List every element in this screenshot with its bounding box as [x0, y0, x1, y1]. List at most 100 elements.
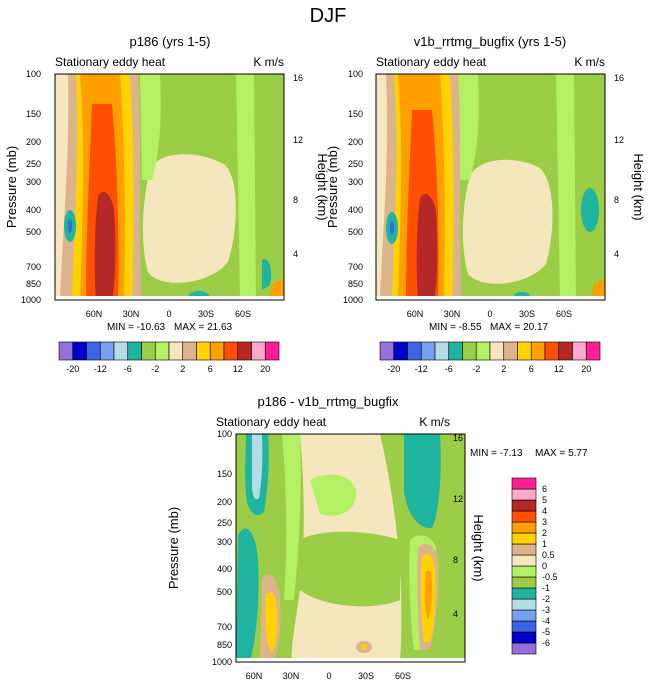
colorbar-swatch [462, 341, 477, 361]
contour-field [376, 74, 605, 300]
tick-label: 12 [614, 135, 624, 145]
colorbar-swatch [517, 341, 532, 361]
pale-blue-upper [252, 434, 263, 500]
colorbar-label: 20 [260, 364, 270, 374]
height-ticks: 16 12 8 4 [293, 73, 303, 259]
colorbar-swatch [448, 341, 463, 361]
colorbar-label: -4 [542, 616, 550, 626]
x-ticks: 60N 30N 0 30S 60S [246, 671, 411, 681]
colorbar-label: 2 [501, 364, 506, 374]
colorbar-swatch [503, 341, 518, 361]
contour-field [55, 74, 284, 300]
colorbar-label: 1 [542, 539, 547, 549]
tick-label: 100 [217, 429, 232, 439]
orange-south-corner [268, 278, 284, 300]
tick-label: 500 [26, 227, 41, 237]
colorbar-label: -20 [66, 364, 79, 374]
tick-label: 0 [487, 309, 492, 319]
colorbar-swatch [511, 620, 537, 633]
yellow-surface-blob [361, 644, 367, 650]
colorbar-swatch [251, 341, 266, 361]
tick-label: 250 [26, 159, 41, 169]
colorbar-top-left: -20 -12 -6 -2 2 6 12 20 [58, 341, 280, 374]
tick-label: 250 [348, 159, 363, 169]
plot-frame [235, 433, 466, 663]
right-label: K m/s [419, 415, 450, 429]
tick-label: 700 [26, 262, 41, 272]
teal-mid-blob [581, 188, 599, 232]
tick-label: 30S [358, 671, 374, 681]
colorbar-swatch [393, 341, 408, 361]
colorbar-swatch [511, 499, 537, 512]
colorbar-swatch [511, 521, 537, 534]
tick-label: 400 [348, 205, 363, 215]
white-topography [55, 296, 284, 300]
left-label: Stationary eddy heat [376, 55, 487, 69]
max-label: MAX = 20.17 [490, 322, 549, 333]
colorbar-label: 6 [208, 364, 213, 374]
height-ticks: 16 12 8 4 [614, 73, 624, 259]
tick-label: 60N [246, 671, 263, 681]
light-green-band [140, 74, 161, 180]
yellow-lower-blob [265, 592, 278, 652]
white-topography [236, 658, 465, 662]
tick-label: 250 [217, 518, 232, 528]
orange-south-corner [590, 278, 605, 300]
tick-label: 30S [198, 309, 214, 319]
dark-red-core [94, 191, 116, 300]
colorbar-swatch [99, 341, 115, 361]
tick-label: 8 [453, 555, 458, 565]
figure-title: DJF [310, 5, 347, 27]
colorbar-label: -1 [542, 583, 550, 593]
tick-label: 850 [26, 279, 41, 289]
min-label: MIN = -8.55 [429, 322, 482, 333]
max-label: MAX = 5.77 [535, 448, 588, 459]
min-label: MIN = -7.13 [470, 448, 523, 459]
colorbar-label: 3 [542, 517, 547, 527]
tick-label: 16 [614, 73, 624, 83]
tick-label: 0 [326, 671, 331, 681]
light-green-band [458, 74, 479, 180]
colorbar-swatch [86, 341, 101, 361]
tick-label: 4 [453, 609, 458, 619]
colorbar-label: -0.5 [542, 572, 558, 582]
tick-label: 100 [348, 69, 363, 79]
colorbar-swatch [475, 341, 491, 361]
right-label: K m/s [253, 55, 284, 69]
tick-label: 4 [614, 249, 619, 259]
panel-v1b-rrtmg-bugfix: v1b_rrtmg_bugfix (yrs 1-5) Stationary ed… [325, 34, 646, 374]
colorbar-label: -2 [542, 594, 550, 604]
light-green-mid [310, 474, 357, 516]
colorbar-swatch [113, 341, 129, 361]
teal-south-upper [404, 434, 441, 529]
colorbar-swatch [558, 341, 573, 361]
colorbar-swatch [434, 341, 450, 361]
tick-label: 500 [217, 587, 232, 597]
tick-label: 30S [519, 309, 535, 319]
y-axis-label: Pressure (mb) [4, 146, 19, 228]
colorbar-swatch [420, 341, 436, 361]
tick-label: 1000 [343, 295, 363, 305]
colorbar-label: 12 [233, 364, 243, 374]
left-label: Stationary eddy heat [216, 415, 327, 429]
tick-label: 1000 [212, 657, 232, 667]
tick-label: 60N [86, 309, 103, 319]
colorbar-label: -5 [542, 627, 550, 637]
tick-label: 30N [444, 309, 461, 319]
panel-p186: p186 (yrs 1-5) Stationary eddy heat K m/… [4, 34, 330, 374]
colorbar-label: 2 [542, 528, 547, 538]
colorbar-label: -12 [94, 364, 107, 374]
colorbar-swatch [511, 631, 537, 644]
colorbar-swatch [511, 587, 537, 600]
dark-red-core [416, 193, 438, 300]
colorbar-swatch [511, 510, 537, 523]
left-label: Stationary eddy heat [55, 55, 166, 69]
colorbar-label: -2 [472, 364, 480, 374]
tick-label: 850 [217, 640, 232, 650]
colorbar-swatch [511, 543, 537, 556]
colorbar-swatch [511, 477, 537, 490]
y-axis-label: Pressure (mb) [166, 507, 181, 589]
tick-label: 60S [395, 671, 411, 681]
colorbar-swatch [209, 341, 225, 361]
